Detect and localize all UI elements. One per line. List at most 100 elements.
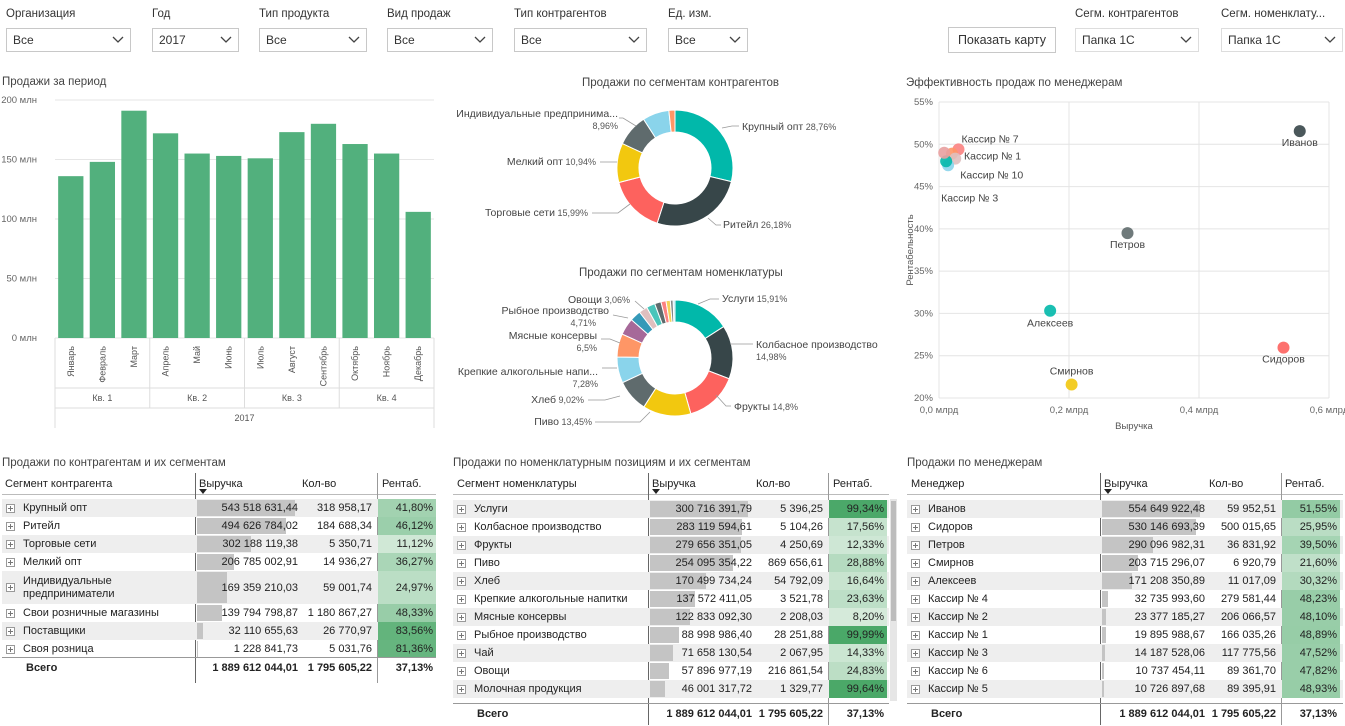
expand-icon[interactable] (457, 594, 466, 604)
table-row[interactable]: Услуги 300 716 391,79 5 396,25 99,34% (453, 500, 889, 518)
table-row[interactable]: Кассир № 3 14 187 528,06 117 775,56 47,52% (907, 644, 1343, 662)
expand-icon[interactable] (457, 612, 466, 622)
column-header-rent[interactable]: Рентаб. (382, 477, 422, 490)
expand-icon[interactable] (6, 626, 15, 636)
expand-icon[interactable] (6, 539, 15, 549)
table-row[interactable]: Алексеев 171 208 350,89 11 017,09 30,32% (907, 572, 1343, 590)
table-row[interactable]: Крупный опт 543 518 631,44 318 958,17 41,80… (2, 499, 436, 517)
sort-desc-icon[interactable] (199, 489, 207, 494)
expand-icon[interactable] (457, 576, 466, 586)
slice-name: Ритейл (723, 219, 758, 231)
table-row[interactable]: Мясные консервы 122 833 092,30 2 208,03 8,2… (453, 608, 889, 626)
slicer-dropdown[interactable]: 2017 (152, 28, 239, 52)
expand-icon[interactable] (6, 503, 15, 513)
table-row[interactable]: Колбасное производство 283 119 594,61 5 10… (453, 518, 889, 536)
table-row[interactable]: Свои розничные магазины 139 794 798,87 1 1… (2, 604, 436, 622)
expand-icon[interactable] (911, 684, 920, 694)
expand-icon[interactable] (911, 666, 920, 676)
expand-icon[interactable] (6, 644, 15, 654)
column-header-qty[interactable]: Кол-во (756, 477, 791, 490)
table-row[interactable]: Чай 71 658 130,54 2 067,95 14,33% (453, 644, 889, 662)
column-header-qty[interactable]: Кол-во (302, 477, 337, 490)
revenue-databar (650, 627, 679, 643)
slicer-dropdown[interactable]: Все (6, 28, 131, 52)
column-header-rent[interactable]: Рентаб. (1285, 477, 1325, 490)
table-row[interactable]: Петров 290 096 982,31 36 831,92 39,50% (907, 536, 1343, 554)
sort-desc-icon[interactable] (652, 489, 660, 494)
table-row[interactable]: Пиво 254 095 354,22 869 656,61 28,88% (453, 554, 889, 572)
expand-icon[interactable] (6, 557, 15, 567)
slicer-dropdown[interactable]: Все (668, 28, 748, 52)
slicer-dropdown[interactable]: Папка 1С (1221, 28, 1343, 52)
table-row[interactable]: Торговые сети 302 188 119,38 5 350,71 11,12… (2, 535, 436, 553)
expand-icon[interactable] (6, 583, 15, 592)
table-row[interactable]: Смирнов 203 715 296,07 6 920,79 21,60% (907, 554, 1343, 572)
expand-icon[interactable] (457, 684, 466, 694)
table-row[interactable]: Своя розница 1 228 841,73 5 031,76 81,36% (2, 640, 436, 658)
table-row[interactable]: Овощи 57 896 977,19 216 861,54 24,83% (453, 662, 889, 680)
table-row[interactable]: Молочная продукция 46 001 317,72 1 329,77 9… (453, 680, 889, 698)
expand-icon[interactable] (457, 522, 466, 532)
table-row[interactable]: Индивидуальные предприниматели 169 359 21… (2, 571, 436, 604)
column-header-revenue[interactable]: Выручка (652, 477, 696, 490)
expand-icon[interactable] (457, 630, 466, 640)
expand-icon[interactable] (911, 504, 920, 514)
sort-desc-icon[interactable] (1104, 489, 1112, 494)
column-header-segment[interactable]: Сегмент контрагента (5, 477, 113, 490)
expand-icon[interactable] (911, 630, 920, 640)
chevron-down-icon[interactable] (474, 35, 486, 45)
column-header-segment[interactable]: Сегмент номенклатуры (457, 477, 577, 490)
slicer-dropdown[interactable]: Папка 1С (1075, 28, 1199, 52)
expand-icon[interactable] (457, 504, 466, 514)
column-header-revenue[interactable]: Выручка (199, 477, 243, 490)
expand-icon[interactable] (911, 648, 920, 658)
table-row[interactable]: Хлеб 170 499 734,24 54 792,09 16,64% (453, 572, 889, 590)
table-row[interactable]: Иванов 554 649 922,48 59 952,51 51,55% (907, 500, 1343, 518)
chevron-down-icon[interactable] (729, 35, 741, 45)
revenue-databar (650, 645, 674, 661)
total-qty: 1 795 605,22 (1211, 707, 1276, 720)
table-row[interactable]: Сидоров 530 146 693,39 500 015,65 25,95% (907, 518, 1343, 536)
chevron-down-icon[interactable] (1180, 35, 1192, 45)
table-row[interactable]: Кассир № 1 19 895 988,67 166 035,26 48,89% (907, 626, 1343, 644)
expand-icon[interactable] (457, 648, 466, 658)
table-row[interactable]: Крепкие алкогольные напитки 137 572 411,0… (453, 590, 889, 608)
expand-icon[interactable] (911, 612, 920, 622)
table-row[interactable]: Мелкий опт 206 785 002,91 14 936,27 36,27% (2, 553, 436, 571)
table-row[interactable]: Ритейл 494 626 784,02 184 688,34 46,12% (2, 517, 436, 535)
expand-icon[interactable] (911, 576, 920, 586)
chevron-down-icon[interactable] (348, 35, 360, 45)
expand-icon[interactable] (911, 540, 920, 550)
show-map-button[interactable]: Показать карту (948, 27, 1056, 53)
expand-icon[interactable] (6, 521, 15, 531)
vertical-scrollbar[interactable] (890, 499, 897, 701)
expand-icon[interactable] (911, 594, 920, 604)
expand-icon[interactable] (6, 608, 15, 618)
table-row[interactable]: Фрукты 279 656 351,05 4 250,69 12,33% (453, 536, 889, 554)
column-header-revenue[interactable]: Выручка (1104, 477, 1148, 490)
chevron-down-icon[interactable] (1324, 35, 1336, 45)
chevron-down-icon[interactable] (112, 35, 124, 45)
slicer-dropdown[interactable]: Все (259, 28, 367, 52)
table-row[interactable]: Рыбное производство 88 998 986,40 28 251,8… (453, 626, 889, 644)
slice-label: Хлеб 9,02% (531, 394, 584, 406)
chevron-down-icon[interactable] (628, 35, 640, 45)
expand-icon[interactable] (911, 558, 920, 568)
chevron-down-icon[interactable] (220, 35, 232, 45)
rent-cell: 46,12% (378, 517, 436, 535)
expand-icon[interactable] (457, 540, 466, 550)
slicer-dropdown[interactable]: Все (514, 28, 647, 52)
table-row[interactable]: Кассир № 2 23 377 185,27 206 066,57 48,10% (907, 608, 1343, 626)
column-header-rent[interactable]: Рентаб. (833, 477, 873, 490)
expand-icon[interactable] (457, 666, 466, 676)
table-row[interactable]: Поставщики 32 110 655,63 26 770,97 83,56% (2, 622, 436, 640)
table-row[interactable]: Кассир № 6 10 737 454,11 89 361,70 47,82% (907, 662, 1343, 680)
expand-icon[interactable] (457, 558, 466, 568)
expand-icon[interactable] (911, 522, 920, 532)
scrollbar-thumb[interactable] (891, 501, 896, 621)
slicer-dropdown[interactable]: Все (387, 28, 493, 52)
column-header-qty[interactable]: Кол-во (1209, 477, 1244, 490)
column-header-segment[interactable]: Менеджер (911, 477, 965, 490)
table-row[interactable]: Кассир № 4 32 735 993,60 279 581,44 48,23% (907, 590, 1343, 608)
table-row[interactable]: Кассир № 5 10 726 897,68 89 395,91 48,93% (907, 680, 1343, 698)
